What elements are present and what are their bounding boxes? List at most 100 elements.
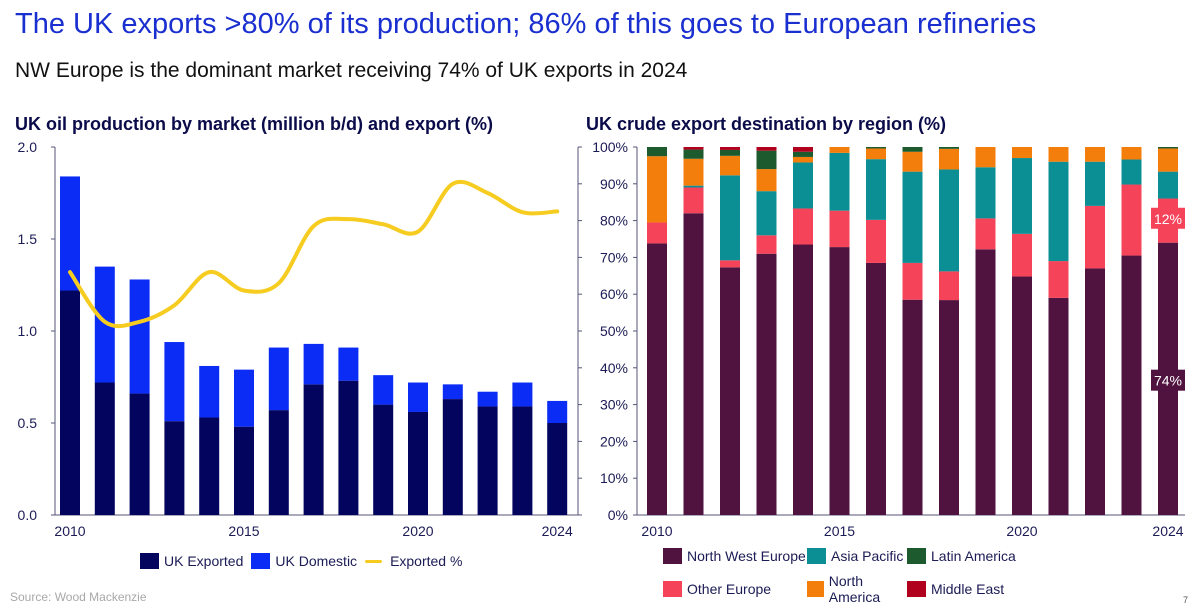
- bar-other-europe-2012: [720, 260, 740, 268]
- bar-uk-exported-2018: [338, 380, 359, 515]
- legend-label: UK Domestic: [275, 553, 358, 569]
- bar-asia-pacific-2019: [975, 167, 996, 219]
- bar-latin-america-2013: [756, 150, 777, 170]
- slide-subtitle: NW Europe is the dominant market receivi…: [15, 59, 688, 82]
- bar-asia-pacific-2016: [866, 159, 886, 220]
- bar-uk-domestic-2019: [373, 375, 394, 405]
- bar-uk-domestic-2015: [234, 369, 254, 427]
- bar-north-west-europe-2014: [793, 244, 813, 515]
- production-y-tick-label: 0.5: [18, 415, 38, 431]
- bar-uk-exported-2011: [94, 382, 115, 515]
- bar-uk-domestic-2010: [60, 176, 80, 291]
- legend-swatch-uk-exported: [140, 553, 159, 569]
- bar-uk-exported-2019: [373, 404, 394, 515]
- data-label-bg-other-europe: [1151, 207, 1185, 229]
- destination-x-tick-label: 2020: [1006, 523, 1037, 539]
- destination-y-tick-label: 90%: [600, 176, 628, 192]
- legend-swatch-uk-domestic: [251, 553, 271, 569]
- bar-north-america-2021: [1048, 147, 1069, 162]
- legend-label: Other Europe: [687, 581, 772, 597]
- destination-y-tick-label: 10%: [600, 470, 628, 486]
- legend-swatch-other-europe: [663, 581, 682, 597]
- bar-north-west-europe-2023: [1121, 255, 1142, 515]
- legend-item-uk-exported: UK Exported: [140, 553, 243, 569]
- legend-item-asia-pacific: Asia Pacific: [807, 548, 907, 564]
- bar-asia-pacific-2024: [1158, 171, 1178, 199]
- legend-label: Exported %: [390, 553, 463, 569]
- bar-uk-exported-2013: [164, 421, 185, 515]
- slide-title: The UK exports >80% of its production; 8…: [15, 8, 1037, 40]
- bar-uk-domestic-2016: [268, 347, 289, 411]
- bar-uk-exported-2014: [199, 417, 220, 515]
- legend-item-middle-east: Middle East: [907, 573, 1027, 605]
- bar-north-west-europe-2022: [1085, 268, 1105, 515]
- bar-north-america-2019: [975, 147, 996, 168]
- legend-item-other-europe: Other Europe: [663, 573, 807, 605]
- destination-y-tick-label: 20%: [600, 433, 628, 449]
- bar-asia-pacific-2012: [720, 175, 740, 261]
- destination-y-tick-label: 0%: [608, 507, 628, 523]
- bar-other-europe-2019: [975, 218, 996, 250]
- bar-uk-domestic-2018: [338, 347, 359, 381]
- bar-uk-exported-2022: [477, 406, 498, 515]
- bar-uk-exported-2020: [408, 411, 428, 515]
- production-y-tick-label: 2.0: [18, 139, 38, 155]
- legend-label: UK Exported: [164, 553, 244, 569]
- bar-uk-domestic-2024: [547, 400, 568, 423]
- bar-latin-america-2018: [939, 147, 959, 149]
- bar-middle-east-2011: [683, 147, 704, 150]
- production-x-tick-label: 2015: [228, 523, 259, 539]
- destination-y-tick-label: 80%: [600, 213, 628, 229]
- bar-uk-exported-2010: [60, 290, 80, 515]
- legend-item-exported-pct: Exported %: [365, 553, 462, 569]
- bar-latin-america-2011: [683, 149, 704, 159]
- bar-asia-pacific-2022: [1085, 161, 1105, 206]
- legend-swatch-latin-america: [907, 548, 926, 564]
- production-x-tick-label: 2020: [402, 523, 433, 539]
- bar-asia-pacific-2014: [793, 162, 813, 209]
- source-note: Source: Wood Mackenzie: [10, 590, 147, 604]
- bar-other-europe-2017: [902, 262, 923, 300]
- bar-other-europe-2021: [1048, 261, 1069, 298]
- bar-asia-pacific-2015: [829, 152, 850, 211]
- bar-asia-pacific-2023: [1121, 159, 1142, 185]
- bar-north-america-2018: [939, 148, 959, 170]
- destination-y-tick-label: 40%: [600, 360, 628, 376]
- bar-uk-domestic-2013: [164, 342, 185, 422]
- bar-uk-exported-2012: [129, 393, 150, 515]
- destination-y-tick-label: 60%: [600, 286, 628, 302]
- data-label-other-europe: 12%: [1154, 211, 1182, 227]
- bar-north-west-europe-2021: [1048, 297, 1069, 515]
- bar-north-america-2016: [866, 148, 886, 160]
- bar-other-europe-2010: [647, 222, 667, 244]
- legend-label: Middle East: [931, 581, 1005, 597]
- destination-y-tick-label: 70%: [600, 249, 628, 265]
- legend-label: Asia Pacific: [831, 548, 904, 564]
- bar-asia-pacific-2020: [1012, 158, 1032, 234]
- bar-uk-domestic-2021: [442, 384, 463, 400]
- bar-north-west-europe-2015: [829, 247, 850, 515]
- bar-other-europe-2020: [1012, 233, 1032, 277]
- bar-middle-east-2012: [720, 147, 740, 150]
- production-chart-title: UK oil production by market (million b/d…: [15, 114, 494, 134]
- bar-latin-america-2016: [866, 147, 886, 149]
- page-number: 7: [1182, 595, 1188, 605]
- bar-north-west-europe-2011: [683, 213, 704, 516]
- bar-north-america-2017: [902, 151, 923, 172]
- destination-y-tick-label: 30%: [600, 397, 628, 413]
- bar-other-europe-2014: [793, 208, 813, 245]
- bar-other-europe-2015: [829, 210, 850, 248]
- legend-item-latin-america: Latin America: [907, 548, 1027, 564]
- production-y-tick-label: 1.0: [18, 323, 38, 339]
- legend-label: North West Europe: [687, 548, 806, 564]
- bar-north-america-2012: [720, 155, 740, 176]
- legend-swatch-middle-east: [907, 581, 926, 597]
- data-label-north-west-europe: 74%: [1154, 373, 1182, 389]
- bar-north-west-europe-2018: [939, 300, 959, 515]
- production-y-tick-label: 0.0: [18, 507, 38, 523]
- bar-north-west-europe-2013: [756, 253, 777, 515]
- legend-swatch-north-america: [807, 581, 824, 597]
- destination-y-tick-label: 50%: [600, 323, 628, 339]
- bar-north-america-2010: [647, 156, 667, 223]
- bar-uk-exported-2023: [512, 406, 533, 515]
